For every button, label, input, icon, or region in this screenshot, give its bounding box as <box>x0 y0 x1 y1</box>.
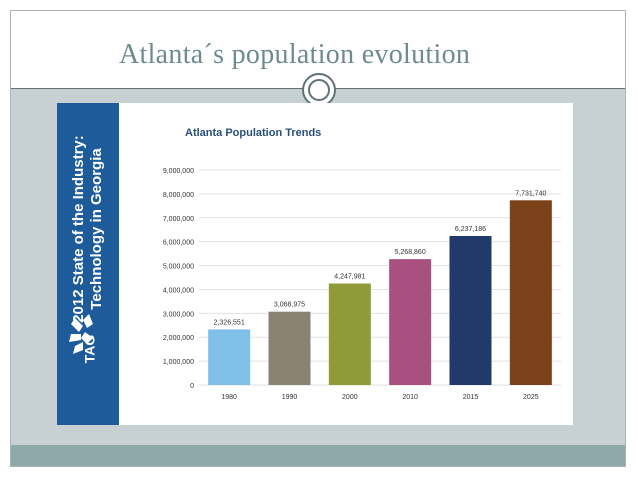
bar-1990 <box>268 311 311 385</box>
y-tick-label: 0 <box>190 383 194 390</box>
x-tick-label: 1990 <box>282 394 298 401</box>
data-label: 6,237,186 <box>455 226 486 233</box>
slide-frame: Atlanta´s population evolution 2012 Stat… <box>10 10 626 467</box>
tag-logo-icon <box>69 314 93 354</box>
data-label: 2,326,551 <box>214 319 245 326</box>
report-title-line2: Technology in Georgia <box>88 148 105 310</box>
report-title: 2012 State of the Industry: Technology i… <box>70 126 106 332</box>
circle-ornament-inner <box>308 79 330 101</box>
footer-band <box>11 445 625 466</box>
y-tick-label: 1,000,000 <box>163 359 194 366</box>
y-tick-label: 3,000,000 <box>163 311 194 318</box>
data-label: 7,731,740 <box>515 190 546 197</box>
y-tick-label: 9,000,000 <box>163 168 194 175</box>
bar-2015 <box>449 236 492 385</box>
bar-1980 <box>208 329 251 385</box>
y-tick-label: 6,000,000 <box>163 240 194 247</box>
tag-logo-text: TAG <box>81 334 98 364</box>
y-tick-label: 5,000,000 <box>163 264 194 271</box>
x-tick-label: 2025 <box>523 394 539 401</box>
y-tick-label: 4,000,000 <box>163 287 194 294</box>
y-tick-label: 7,000,000 <box>163 216 194 223</box>
chart-title: Atlanta Population Trends <box>185 127 321 139</box>
report-sidebar: 2012 State of the Industry: Technology i… <box>57 103 119 425</box>
bar-2010 <box>389 259 432 385</box>
x-tick-label: 1980 <box>221 394 237 401</box>
data-label: 3,068,975 <box>274 302 305 309</box>
circle-ornament-icon <box>302 73 336 107</box>
bar-2025 <box>509 200 552 385</box>
bar-2000 <box>328 283 371 385</box>
x-tick-label: 2010 <box>402 394 418 401</box>
x-tick-label: 2015 <box>463 394 479 401</box>
chart-image: 2012 State of the Industry: Technology i… <box>57 103 573 425</box>
y-tick-label: 2,000,000 <box>163 335 194 342</box>
slide-title: Atlanta´s population evolution <box>119 39 471 70</box>
data-label: 5,268,860 <box>395 249 426 256</box>
report-title-line1: 2012 State of the Industry: <box>70 135 87 323</box>
x-tick-label: 2000 <box>342 394 358 401</box>
data-label: 4,247,981 <box>334 274 365 281</box>
y-tick-label: 8,000,000 <box>163 192 194 199</box>
population-chart: Atlanta Population Trends 0 1,000,000 2,000… <box>163 127 561 401</box>
